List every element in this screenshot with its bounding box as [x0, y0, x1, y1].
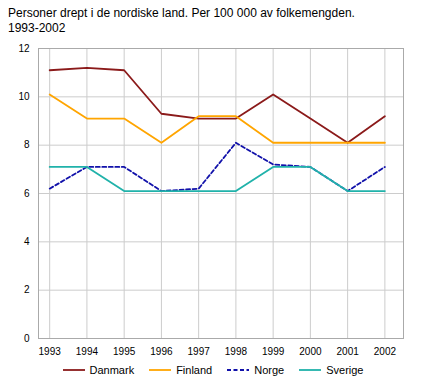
svg-text:1997: 1997	[188, 346, 211, 357]
svg-text:10: 10	[18, 91, 30, 102]
svg-text:4: 4	[24, 236, 30, 247]
svg-text:1994: 1994	[76, 346, 99, 357]
svg-text:1999: 1999	[262, 346, 285, 357]
html-text:Finland: Finland	[176, 364, 213, 376]
svg-text:12: 12	[18, 43, 30, 54]
svg-text:1995: 1995	[113, 346, 136, 357]
svg-text:2000: 2000	[299, 346, 322, 357]
svg-text:1998: 1998	[225, 346, 248, 357]
svg-text:8: 8	[24, 139, 30, 150]
svg-text:2001: 2001	[337, 346, 360, 357]
svg-text:1996: 1996	[150, 346, 173, 357]
html-text:Danmark: Danmark	[89, 364, 135, 376]
html-text:Norge: Norge	[254, 364, 285, 376]
svg-text:1993: 1993	[39, 346, 62, 357]
html-text:Personer drept i de nordiske l: Personer drept i de nordiske land. Per 1…	[8, 6, 355, 35]
svg-text:2002: 2002	[374, 346, 397, 357]
svg-text:2: 2	[24, 284, 30, 295]
svg-text:6: 6	[24, 188, 30, 199]
svg-text:0: 0	[24, 333, 30, 344]
html-text:Sverige: Sverige	[326, 364, 364, 376]
